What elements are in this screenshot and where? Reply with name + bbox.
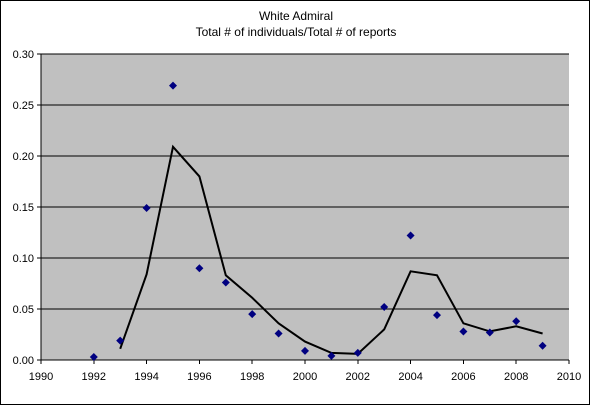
data-point [221, 278, 230, 287]
x-tick-label: 1990 [29, 371, 53, 383]
data-point [169, 81, 177, 90]
data-point [459, 327, 468, 336]
y-tick-label: 0.20 [13, 151, 34, 163]
data-point [353, 348, 362, 357]
x-tick-label: 1994 [134, 371, 158, 383]
chart-title: White Admiral [259, 9, 333, 23]
data-point [380, 302, 389, 311]
data-point [301, 346, 309, 355]
x-tick-label: 2010 [557, 371, 581, 383]
x-tick-label: 2000 [293, 371, 317, 383]
x-tick-label: 2008 [504, 371, 528, 383]
data-point [538, 341, 547, 350]
data-point [142, 204, 151, 213]
axes [40, 54, 570, 364]
data-points [89, 81, 547, 361]
y-tick-label: 0.25 [13, 100, 34, 112]
data-point [433, 311, 441, 320]
data-point [274, 329, 283, 338]
data-point [116, 336, 125, 345]
y-tick-label: 0.00 [13, 355, 34, 367]
data-point [248, 310, 257, 319]
x-tick-label: 1998 [240, 371, 264, 383]
y-tick-labels: 0.00 0.05 0.10 0.15 0.20 0.25 0.30 [13, 49, 34, 367]
y-tick-label: 0.30 [13, 49, 34, 61]
data-point [89, 352, 98, 361]
gridlines [37, 53, 569, 361]
x-tick-labels: 1990 1992 1994 1996 1998 2000 2002 2004 2006 2008… [29, 371, 581, 383]
x-tick-label: 2002 [346, 371, 370, 383]
data-point [512, 317, 521, 326]
chart-subtitle: Total # of individuals/Total # of report… [196, 25, 397, 39]
data-point [406, 231, 415, 240]
y-tick-label: 0.05 [13, 304, 34, 316]
data-point [195, 264, 204, 273]
x-tick-label: 2004 [398, 371, 422, 383]
x-tick-label: 1992 [82, 371, 106, 383]
x-tick-label: 2006 [451, 371, 475, 383]
y-tick-label: 0.15 [13, 202, 34, 214]
y-tick-label: 0.10 [13, 253, 34, 265]
data-point [327, 351, 336, 360]
data-point [485, 328, 494, 337]
x-tick-label: 1996 [187, 371, 211, 383]
